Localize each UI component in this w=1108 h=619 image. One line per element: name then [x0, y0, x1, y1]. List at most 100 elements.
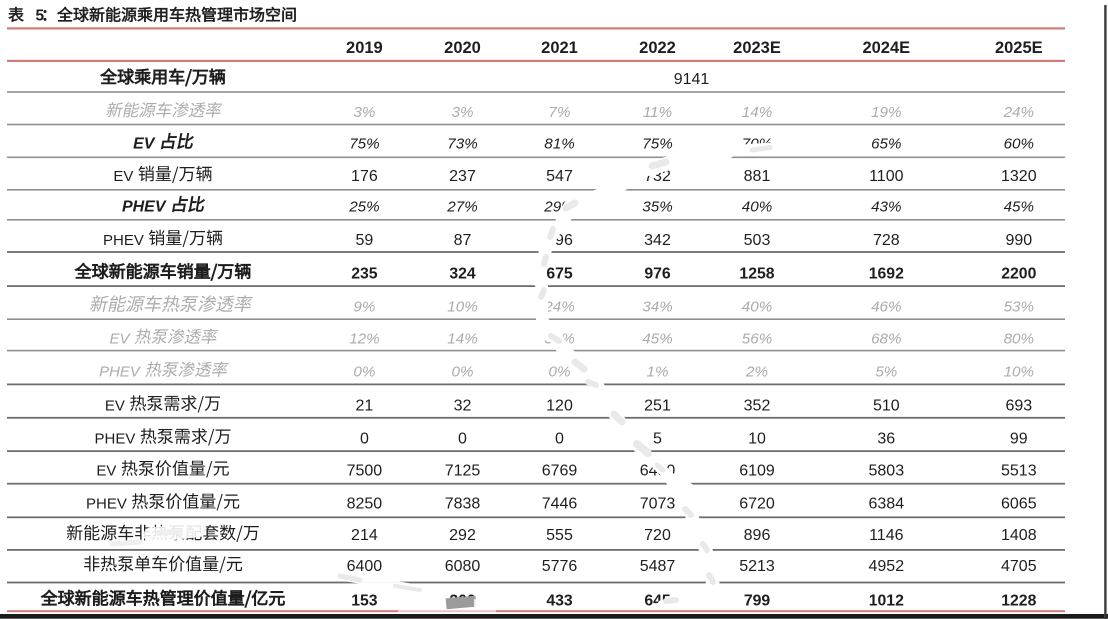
svg-text:45%: 45% [1004, 199, 1034, 216]
svg-text:352: 352 [744, 398, 771, 415]
svg-text:976: 976 [644, 266, 671, 283]
svg-text:56%: 56% [742, 331, 772, 348]
svg-text:324: 324 [449, 266, 476, 283]
svg-text:45%: 45% [642, 331, 672, 348]
svg-text:555: 555 [546, 527, 573, 544]
svg-text:1320: 1320 [1001, 168, 1037, 185]
svg-text:5487: 5487 [640, 558, 676, 575]
svg-text:5213: 5213 [739, 558, 775, 575]
svg-text:2020: 2020 [444, 39, 481, 57]
svg-text:9141: 9141 [674, 71, 710, 88]
svg-text:7838: 7838 [445, 496, 481, 513]
svg-text:EV: EV [105, 398, 125, 415]
svg-text:14%: 14% [447, 331, 477, 348]
svg-text:7125: 7125 [445, 463, 481, 480]
svg-text:1692: 1692 [869, 266, 904, 283]
svg-text:176: 176 [351, 168, 378, 185]
svg-text:2019: 2019 [346, 39, 383, 57]
svg-text:235: 235 [351, 266, 378, 283]
svg-text:24%: 24% [1003, 104, 1034, 121]
svg-text:75%: 75% [642, 136, 672, 153]
svg-text:120: 120 [546, 398, 573, 415]
svg-text:87: 87 [454, 232, 472, 249]
svg-text:0%: 0% [353, 364, 375, 381]
svg-text:2022: 2022 [639, 39, 676, 57]
svg-text:6065: 6065 [1001, 496, 1037, 513]
svg-text:59: 59 [356, 232, 374, 249]
svg-text:5: 5 [36, 8, 45, 25]
svg-text:6384: 6384 [869, 496, 905, 513]
svg-text:547: 547 [546, 168, 573, 185]
svg-text:35%: 35% [642, 199, 672, 216]
svg-text:3%: 3% [353, 104, 375, 121]
svg-text:EV: EV [133, 136, 156, 153]
svg-text:34%: 34% [642, 299, 672, 316]
svg-text:PHEV: PHEV [103, 232, 144, 249]
svg-text:6080: 6080 [445, 558, 481, 575]
svg-text:25%: 25% [348, 199, 379, 216]
svg-text:6769: 6769 [542, 463, 578, 480]
svg-text:1408: 1408 [1001, 527, 1037, 544]
svg-text:43%: 43% [871, 199, 901, 216]
svg-text:10%: 10% [447, 299, 477, 316]
svg-text:1100: 1100 [869, 168, 904, 185]
svg-text:5803: 5803 [869, 463, 905, 480]
svg-text:12%: 12% [349, 331, 379, 348]
svg-text:1258: 1258 [739, 266, 774, 283]
svg-text:4705: 4705 [1001, 558, 1037, 575]
svg-text:81%: 81% [544, 136, 574, 153]
svg-text:60%: 60% [1004, 136, 1034, 153]
svg-text:0%: 0% [549, 364, 571, 381]
svg-text:5: 5 [653, 431, 662, 448]
svg-text:99: 99 [1010, 431, 1028, 448]
svg-text:68%: 68% [871, 331, 901, 348]
svg-text:251: 251 [644, 398, 671, 415]
svg-text:14%: 14% [742, 104, 772, 121]
svg-text:728: 728 [873, 232, 900, 249]
svg-text:881: 881 [744, 168, 771, 185]
svg-text:990: 990 [1005, 232, 1032, 249]
svg-text:342: 342 [644, 232, 671, 249]
svg-text:7446: 7446 [542, 496, 578, 513]
svg-text:0: 0 [360, 431, 369, 448]
svg-text:5776: 5776 [542, 558, 578, 575]
svg-text:10: 10 [748, 431, 766, 448]
svg-text:237: 237 [449, 168, 476, 185]
svg-text:8250: 8250 [347, 496, 383, 513]
svg-text:6720: 6720 [739, 496, 775, 513]
svg-text:6400: 6400 [347, 558, 383, 575]
svg-text:292: 292 [449, 527, 476, 544]
svg-text:53%: 53% [1004, 299, 1034, 316]
svg-text:2021: 2021 [541, 39, 578, 57]
svg-text:3%: 3% [452, 104, 474, 121]
svg-text:65%: 65% [871, 136, 901, 153]
svg-text:214: 214 [351, 527, 378, 544]
svg-text:675: 675 [546, 266, 573, 283]
svg-text:0: 0 [555, 431, 564, 448]
svg-text:75%: 75% [349, 136, 379, 153]
svg-text:24%: 24% [543, 299, 574, 316]
svg-text:PHEV: PHEV [86, 496, 127, 513]
svg-text:6109: 6109 [739, 463, 775, 480]
svg-text:693: 693 [1005, 398, 1032, 415]
svg-text:19%: 19% [871, 104, 901, 121]
svg-text:40%: 40% [742, 199, 772, 216]
svg-text:799: 799 [744, 592, 771, 609]
svg-text:5%: 5% [875, 364, 897, 381]
svg-text:1146: 1146 [869, 527, 904, 544]
svg-text:720: 720 [644, 527, 671, 544]
svg-text:1012: 1012 [869, 592, 904, 609]
svg-text:153: 153 [351, 592, 378, 609]
svg-text:0%: 0% [452, 364, 474, 381]
svg-text:EV: EV [96, 463, 116, 480]
svg-text:503: 503 [744, 232, 771, 249]
svg-text:2023E: 2023E [733, 39, 781, 57]
svg-text:7500: 7500 [347, 463, 383, 480]
svg-text:2%: 2% [745, 364, 768, 381]
svg-text:PHEV: PHEV [94, 431, 135, 448]
svg-text:4952: 4952 [869, 558, 905, 575]
svg-text:1%: 1% [647, 364, 669, 381]
svg-text:5513: 5513 [1001, 463, 1037, 480]
svg-text:433: 433 [546, 592, 573, 609]
svg-text:2200: 2200 [1001, 266, 1036, 283]
